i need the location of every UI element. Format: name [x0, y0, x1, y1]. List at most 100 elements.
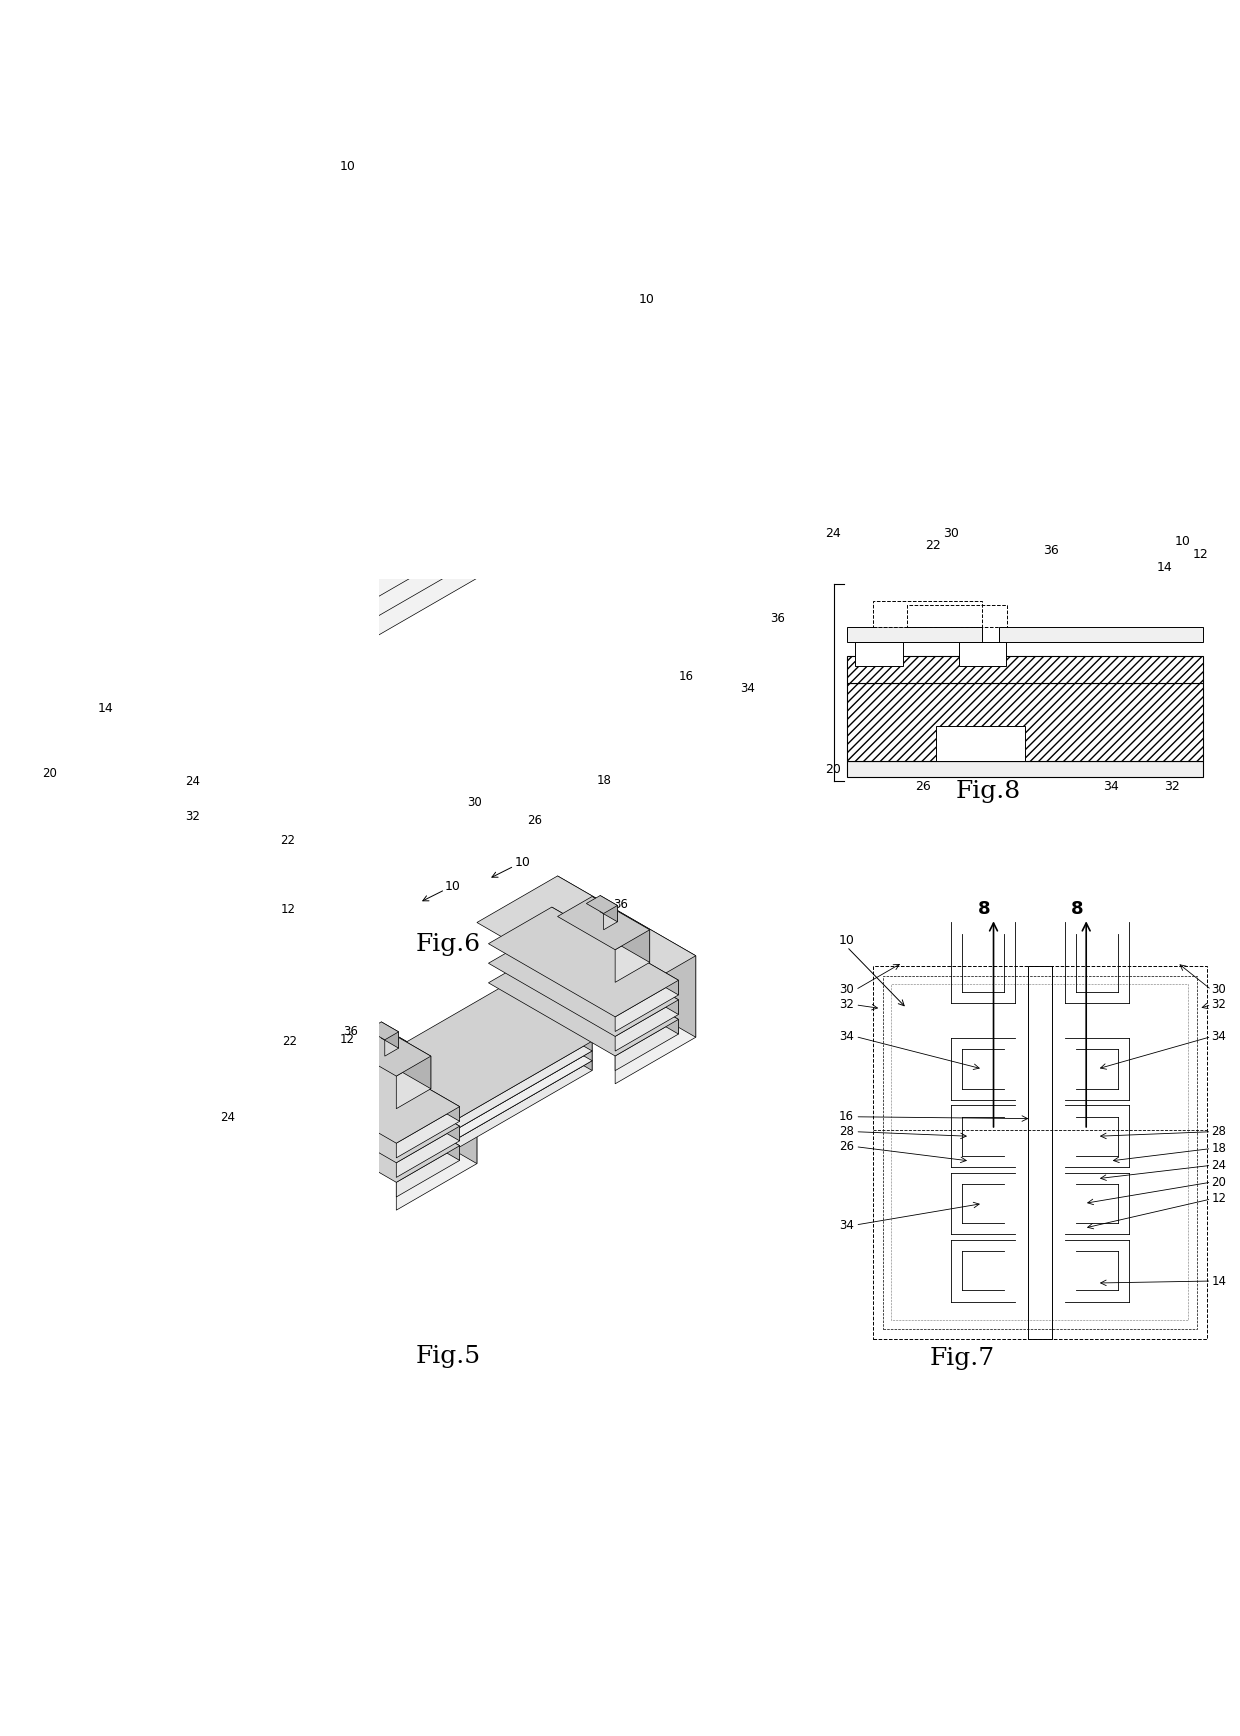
- Polygon shape: [362, 1007, 593, 1141]
- Polygon shape: [600, 896, 618, 922]
- Text: 14: 14: [98, 703, 113, 715]
- Polygon shape: [445, 366, 517, 457]
- Polygon shape: [239, 583, 284, 656]
- Polygon shape: [629, 247, 719, 366]
- Polygon shape: [269, 1073, 460, 1182]
- Polygon shape: [427, 408, 491, 493]
- Polygon shape: [382, 519, 427, 592]
- Polygon shape: [373, 1023, 430, 1088]
- Polygon shape: [401, 366, 517, 434]
- Text: 26: 26: [915, 779, 931, 793]
- Polygon shape: [388, 398, 505, 474]
- Polygon shape: [484, 365, 557, 453]
- Polygon shape: [336, 370, 699, 602]
- Polygon shape: [206, 538, 322, 606]
- Polygon shape: [339, 1002, 477, 1163]
- Bar: [906, 606, 1007, 627]
- Polygon shape: [512, 406, 557, 479]
- Polygon shape: [244, 465, 401, 556]
- Polygon shape: [343, 523, 388, 595]
- Text: 32: 32: [838, 998, 853, 1012]
- Polygon shape: [453, 342, 569, 417]
- Polygon shape: [332, 1073, 460, 1160]
- Polygon shape: [284, 519, 322, 616]
- Polygon shape: [258, 410, 388, 484]
- Polygon shape: [448, 462, 491, 535]
- Polygon shape: [304, 526, 348, 599]
- Polygon shape: [453, 415, 569, 505]
- Text: Fig.7: Fig.7: [930, 1347, 996, 1370]
- Polygon shape: [374, 420, 491, 488]
- Text: 30: 30: [942, 526, 959, 540]
- Polygon shape: [465, 361, 589, 432]
- Text: 32: 32: [1211, 998, 1226, 1012]
- Polygon shape: [175, 639, 218, 712]
- Polygon shape: [140, 583, 232, 682]
- Polygon shape: [552, 946, 678, 1035]
- Polygon shape: [414, 349, 569, 439]
- Polygon shape: [332, 1054, 460, 1141]
- Polygon shape: [218, 342, 569, 543]
- Polygon shape: [232, 467, 322, 594]
- Text: 12: 12: [1211, 1193, 1226, 1205]
- Polygon shape: [88, 689, 128, 788]
- Polygon shape: [434, 411, 479, 484]
- Polygon shape: [558, 896, 650, 950]
- Bar: [847, 684, 1203, 762]
- Polygon shape: [479, 349, 569, 448]
- Polygon shape: [140, 540, 505, 773]
- Text: 20: 20: [42, 767, 57, 779]
- Polygon shape: [552, 908, 678, 995]
- Polygon shape: [218, 576, 258, 674]
- Polygon shape: [211, 540, 284, 630]
- Polygon shape: [614, 250, 687, 339]
- Polygon shape: [433, 417, 525, 536]
- Polygon shape: [615, 1000, 678, 1050]
- Polygon shape: [454, 1050, 593, 1141]
- Bar: [847, 656, 1203, 684]
- Text: 8: 8: [978, 901, 991, 918]
- Polygon shape: [397, 1106, 460, 1158]
- Polygon shape: [543, 292, 635, 392]
- Polygon shape: [166, 523, 258, 651]
- Polygon shape: [408, 465, 453, 538]
- Polygon shape: [642, 292, 687, 365]
- Text: 36: 36: [343, 1024, 358, 1038]
- Text: 30: 30: [839, 983, 853, 996]
- Polygon shape: [128, 523, 258, 599]
- Polygon shape: [24, 472, 505, 750]
- Text: 34: 34: [1104, 779, 1118, 793]
- Polygon shape: [615, 1019, 678, 1071]
- Text: 20: 20: [479, 998, 494, 1010]
- Polygon shape: [474, 410, 517, 481]
- Polygon shape: [362, 370, 479, 437]
- Polygon shape: [454, 1042, 593, 1130]
- Text: 24: 24: [1211, 1160, 1226, 1172]
- Text: 36: 36: [1043, 543, 1059, 557]
- Polygon shape: [531, 304, 655, 375]
- Polygon shape: [374, 516, 440, 599]
- Polygon shape: [339, 1023, 430, 1076]
- Polygon shape: [278, 580, 322, 653]
- Polygon shape: [401, 462, 465, 547]
- Polygon shape: [397, 1146, 460, 1198]
- Polygon shape: [275, 484, 348, 573]
- Bar: [959, 642, 1006, 667]
- Polygon shape: [270, 425, 635, 660]
- Text: 10: 10: [340, 160, 356, 172]
- Text: 34: 34: [740, 682, 755, 696]
- Polygon shape: [336, 411, 427, 512]
- Polygon shape: [388, 472, 505, 562]
- Bar: [856, 642, 903, 667]
- Polygon shape: [557, 413, 589, 498]
- Polygon shape: [538, 352, 583, 425]
- Polygon shape: [543, 234, 699, 325]
- Polygon shape: [621, 356, 655, 441]
- Polygon shape: [362, 465, 427, 549]
- Polygon shape: [615, 981, 678, 1031]
- Polygon shape: [370, 469, 414, 542]
- Bar: [999, 627, 1203, 642]
- Polygon shape: [500, 988, 593, 1050]
- Polygon shape: [336, 517, 401, 602]
- Text: 22: 22: [925, 540, 941, 552]
